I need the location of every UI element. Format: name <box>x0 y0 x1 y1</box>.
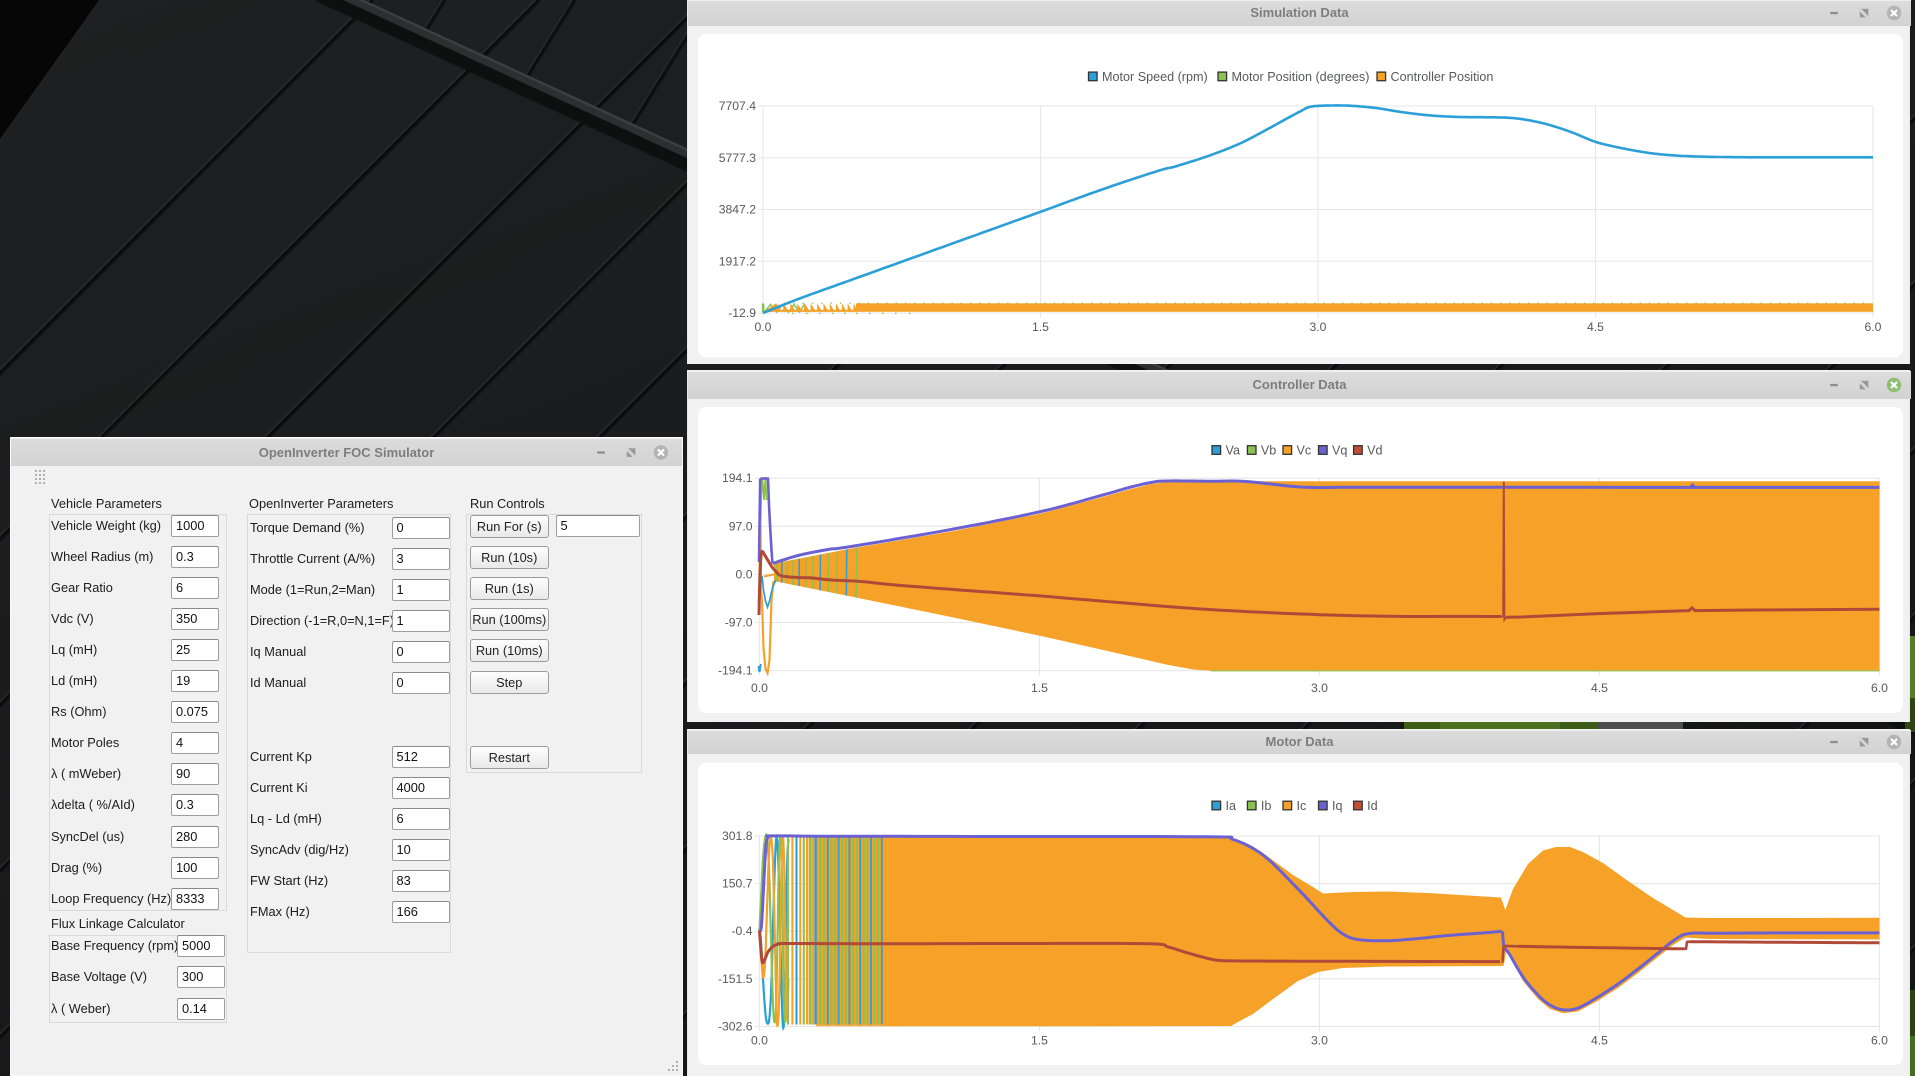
svg-text:194.1: 194.1 <box>722 471 753 485</box>
svg-text:Vq: Vq <box>1332 444 1347 458</box>
svg-text:Va: Va <box>1226 444 1240 458</box>
svg-text:3.0: 3.0 <box>1310 320 1327 334</box>
svg-text:4.5: 4.5 <box>1591 1034 1608 1048</box>
svg-text:0.0: 0.0 <box>751 1034 768 1048</box>
svg-text:-194.1: -194.1 <box>718 664 753 678</box>
svg-text:Controller Position: Controller Position <box>1391 70 1494 84</box>
svg-text:6.0: 6.0 <box>1871 1034 1888 1048</box>
svg-text:1.5: 1.5 <box>1032 320 1049 334</box>
svg-text:Vd: Vd <box>1367 444 1382 458</box>
svg-text:7707.4: 7707.4 <box>719 99 756 113</box>
svg-text:Vb: Vb <box>1261 444 1276 458</box>
svg-text:3847.2: 3847.2 <box>719 203 756 217</box>
svg-text:-151.5: -151.5 <box>718 972 753 986</box>
svg-text:-97.0: -97.0 <box>725 616 753 630</box>
svg-text:97.0: 97.0 <box>729 519 753 533</box>
svg-text:-302.6: -302.6 <box>718 1019 753 1033</box>
svg-text:Ia: Ia <box>1226 799 1237 813</box>
svg-text:301.8: 301.8 <box>722 829 753 843</box>
svg-text:Ib: Ib <box>1261 799 1272 813</box>
svg-text:150.7: 150.7 <box>722 877 753 891</box>
svg-text:5777.3: 5777.3 <box>719 151 756 165</box>
svg-text:0.0: 0.0 <box>755 320 772 334</box>
svg-text:1917.2: 1917.2 <box>719 254 756 268</box>
svg-text:4.5: 4.5 <box>1587 320 1604 334</box>
svg-text:1.5: 1.5 <box>1031 681 1048 695</box>
svg-text:Ic: Ic <box>1297 799 1307 813</box>
svg-text:-12.9: -12.9 <box>728 306 756 320</box>
svg-text:0.0: 0.0 <box>751 681 768 695</box>
svg-text:1.5: 1.5 <box>1031 1034 1048 1048</box>
svg-text:Iq: Iq <box>1332 799 1343 813</box>
svg-text:Motor Position (degrees): Motor Position (degrees) <box>1232 70 1370 84</box>
svg-text:Vc: Vc <box>1297 444 1312 458</box>
svg-text:3.0: 3.0 <box>1311 1034 1328 1048</box>
svg-text:Id: Id <box>1367 799 1378 813</box>
svg-text:3.0: 3.0 <box>1311 681 1328 695</box>
svg-text:6.0: 6.0 <box>1865 320 1882 334</box>
svg-text:Motor Speed (rpm): Motor Speed (rpm) <box>1102 70 1208 84</box>
svg-text:0.0: 0.0 <box>736 567 753 581</box>
svg-text:6.0: 6.0 <box>1871 681 1888 695</box>
svg-text:4.5: 4.5 <box>1591 681 1608 695</box>
svg-text:-0.4: -0.4 <box>731 924 752 938</box>
